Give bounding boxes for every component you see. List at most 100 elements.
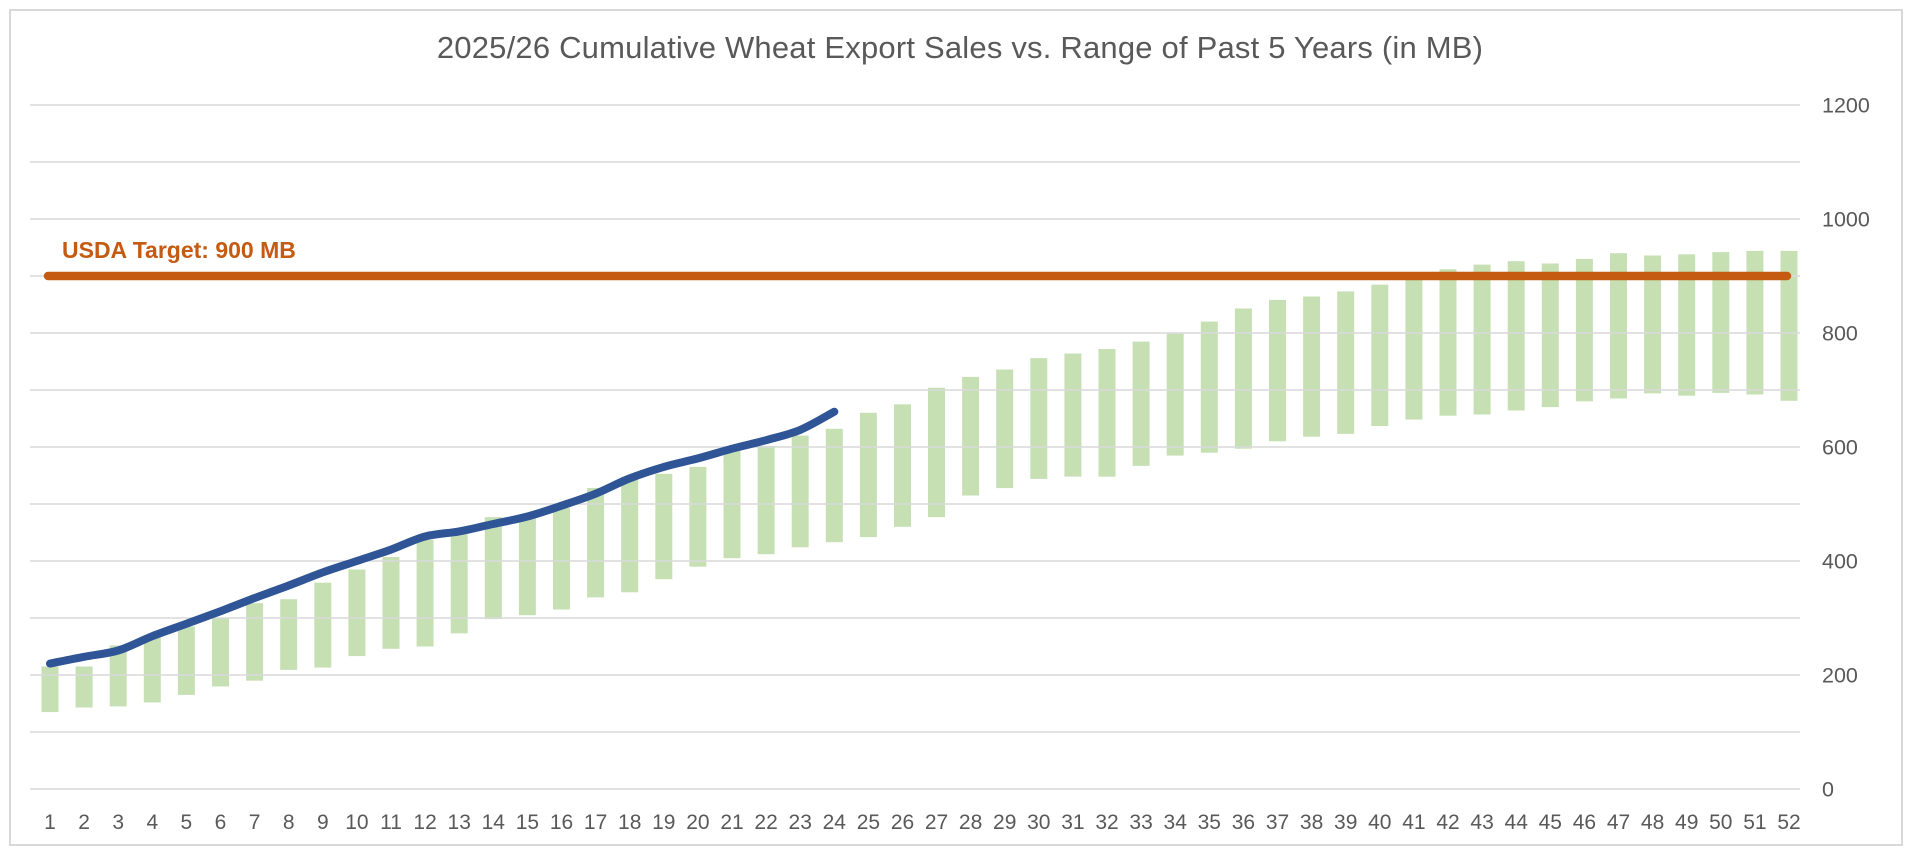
- x-axis-label-12: 12: [413, 811, 436, 834]
- x-axis-label-21: 21: [720, 811, 743, 834]
- range-bar-week-9: [314, 582, 332, 668]
- x-axis-label-27: 27: [925, 811, 948, 834]
- x-axis-label-49: 49: [1675, 811, 1698, 834]
- x-axis-label-44: 44: [1505, 811, 1529, 834]
- range-bar-week-50: [1712, 252, 1730, 393]
- range-bar-week-18: [621, 476, 639, 593]
- x-axis-label-18: 18: [618, 811, 641, 834]
- x-axis-label-38: 38: [1300, 811, 1323, 834]
- range-bar-week-45: [1541, 263, 1559, 408]
- range-bar-week-26: [894, 404, 911, 527]
- x-axis-label-11: 11: [380, 811, 402, 834]
- x-axis-label-33: 33: [1129, 811, 1152, 834]
- x-axis-label-31: 31: [1061, 811, 1084, 834]
- range-bar-week-20: [689, 466, 707, 567]
- x-axis-label-47: 47: [1607, 811, 1630, 834]
- range-bar-week-5: [177, 626, 195, 695]
- range-bar-week-24: [825, 428, 843, 543]
- y-axis-label-1200: 1200: [1822, 94, 1870, 118]
- range-bar-week-1: [41, 666, 59, 713]
- y-axis-label-200: 200: [1822, 664, 1858, 688]
- x-axis-label-19: 19: [652, 811, 675, 834]
- range-bar-week-35: [1200, 321, 1218, 453]
- range-bar-week-2: [75, 666, 93, 708]
- x-axis-label-26: 26: [891, 811, 914, 834]
- x-axis-label-29: 29: [993, 811, 1016, 834]
- range-bar-week-47: [1610, 253, 1627, 399]
- range-bar-week-48: [1644, 255, 1662, 394]
- range-bar-week-8: [280, 599, 298, 670]
- range-bar-week-41: [1405, 279, 1423, 420]
- x-axis-label-15: 15: [516, 811, 539, 834]
- range-bar-week-34: [1166, 333, 1184, 456]
- range-bar-week-38: [1303, 296, 1321, 437]
- range-bar-week-4: [143, 635, 161, 703]
- x-axis-label-1: 1: [44, 811, 56, 834]
- range-bar-week-14: [484, 517, 502, 620]
- x-axis-label-20: 20: [686, 811, 709, 834]
- x-axis-label-36: 36: [1232, 811, 1255, 834]
- range-bar-week-32: [1098, 349, 1116, 477]
- range-bar-week-46: [1575, 258, 1593, 402]
- range-bar-week-43: [1473, 264, 1491, 415]
- y-axis-label-0: 0: [1822, 778, 1834, 802]
- range-bar-week-36: [1234, 308, 1252, 449]
- x-axis-label-24: 24: [823, 811, 847, 834]
- range-bar-week-11: [382, 557, 400, 649]
- x-axis-label-40: 40: [1368, 811, 1391, 834]
- range-bar-week-29: [996, 369, 1014, 489]
- y-axis-label-800: 800: [1822, 322, 1858, 346]
- x-axis-label-8: 8: [283, 811, 295, 834]
- range-bar-week-13: [450, 534, 468, 634]
- x-axis-label-22: 22: [754, 811, 777, 834]
- range-bar-week-7: [246, 603, 264, 681]
- chart-title: 2025/26 Cumulative Wheat Export Sales vs…: [436, 30, 1484, 65]
- range-bar-week-40: [1371, 284, 1389, 426]
- range-bar-week-16: [553, 508, 570, 610]
- range-bar-week-28: [962, 376, 980, 496]
- x-axis-label-30: 30: [1027, 811, 1050, 834]
- x-axis-label-16: 16: [550, 811, 573, 834]
- range-bar-week-27: [928, 387, 945, 518]
- x-axis-label-42: 42: [1436, 811, 1459, 834]
- range-bar-week-19: [655, 473, 673, 580]
- range-bar-week-10: [348, 569, 366, 657]
- x-axis-label-13: 13: [448, 811, 471, 834]
- x-axis-label-52: 52: [1777, 811, 1800, 834]
- x-axis-label-2: 2: [78, 811, 90, 834]
- range-bar-week-42: [1439, 269, 1457, 416]
- range-bar-week-23: [791, 435, 809, 548]
- range-bar-week-44: [1507, 261, 1525, 411]
- range-bar-week-49: [1678, 254, 1696, 396]
- x-axis-label-5: 5: [181, 811, 193, 834]
- range-bar-week-15: [518, 518, 536, 616]
- range-bar-week-37: [1269, 299, 1286, 442]
- range-bar-week-25: [859, 412, 877, 538]
- x-axis-label-14: 14: [482, 811, 506, 834]
- range-bar-week-33: [1132, 341, 1150, 466]
- range-bar-week-51: [1746, 250, 1764, 395]
- x-axis-label-17: 17: [584, 811, 607, 834]
- x-axis-label-35: 35: [1198, 811, 1221, 834]
- x-axis-label-48: 48: [1641, 811, 1664, 834]
- x-axis-label-45: 45: [1539, 811, 1562, 834]
- x-axis-label-7: 7: [249, 811, 261, 834]
- range-bar-week-6: [212, 618, 229, 687]
- x-axis-label-39: 39: [1334, 811, 1357, 834]
- usda-target-label: USDA Target: 900 MB: [62, 237, 296, 263]
- y-axis-label-1000: 1000: [1822, 208, 1870, 232]
- y-axis-label-600: 600: [1822, 436, 1858, 460]
- x-axis-label-51: 51: [1743, 811, 1766, 834]
- range-bar-week-52: [1780, 250, 1798, 401]
- range-bar-week-31: [1064, 353, 1082, 477]
- x-axis-label-32: 32: [1095, 811, 1118, 834]
- x-axis-label-9: 9: [317, 811, 329, 834]
- x-axis-label-37: 37: [1266, 811, 1289, 834]
- x-axis-label-4: 4: [146, 811, 158, 834]
- x-axis-label-6: 6: [215, 811, 227, 834]
- x-axis-label-41: 41: [1402, 811, 1425, 834]
- range-bar-week-22: [757, 445, 775, 555]
- x-axis-label-10: 10: [345, 811, 368, 834]
- x-axis-label-46: 46: [1573, 811, 1596, 834]
- x-axis-label-3: 3: [112, 811, 124, 834]
